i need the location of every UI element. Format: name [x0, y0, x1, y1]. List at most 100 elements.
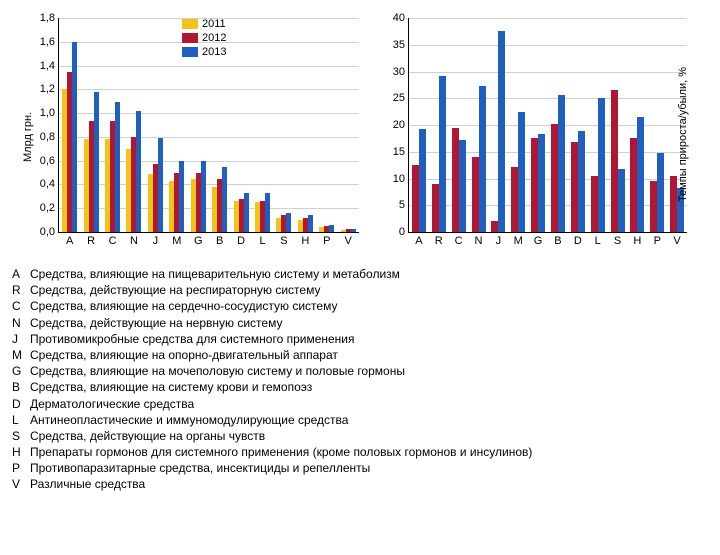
- legend-item: 2012: [182, 32, 226, 44]
- y-axis-title: Темпы прироста/убыли, %: [677, 67, 689, 202]
- description-row: NСредства, действующие на нервную систем…: [12, 315, 708, 331]
- x-tick-label: D: [574, 232, 582, 247]
- legend-swatch: [182, 47, 198, 57]
- x-tick-label: P: [654, 232, 661, 247]
- bar: [511, 167, 518, 232]
- bar: [244, 193, 249, 232]
- description-text: Различные средства: [30, 476, 145, 492]
- bar: [286, 213, 291, 232]
- category-group: R: [80, 92, 101, 232]
- category-group: M: [166, 161, 187, 232]
- category-group: N: [469, 86, 489, 232]
- x-tick-label: C: [109, 232, 117, 247]
- category-group: B: [209, 167, 230, 232]
- bar: [637, 117, 644, 232]
- description-row: SСредства, действующие на органы чувств: [12, 428, 708, 444]
- category-group: S: [273, 213, 294, 232]
- x-tick-label: J: [496, 232, 502, 247]
- bar: [222, 167, 227, 232]
- description-text: Противомикробные средства для системного…: [30, 331, 355, 347]
- description-code: C: [12, 298, 30, 314]
- bar: [265, 193, 270, 232]
- category-group: C: [102, 102, 123, 232]
- description-text: Антинеопластические и иммуномодулирующие…: [30, 412, 348, 428]
- y-tick-label: 0: [399, 226, 409, 238]
- y-axis-title: Млрд грн.: [22, 112, 34, 162]
- bar: [650, 181, 657, 232]
- x-tick-label: B: [216, 232, 223, 247]
- bar: [618, 169, 625, 232]
- description-code: L: [12, 412, 30, 428]
- x-tick-label: D: [237, 232, 245, 247]
- bar: [136, 111, 141, 232]
- x-tick-label: G: [534, 232, 543, 247]
- x-tick-label: M: [172, 232, 181, 247]
- legend-swatch: [182, 19, 198, 29]
- category-group: V: [337, 229, 358, 232]
- description-code: N: [12, 315, 30, 331]
- bar: [598, 98, 605, 232]
- description-text: Препараты гормонов для системного примен…: [30, 444, 532, 460]
- category-group: A: [59, 42, 80, 232]
- description-code: B: [12, 379, 30, 395]
- description-row: CСредства, влияющие на сердечно-сосудист…: [12, 298, 708, 314]
- description-text: Средства, влияющие на пищеварительную си…: [30, 266, 400, 282]
- charts-row: 0,00,20,40,60,81,01,21,41,61,8ARCNJMGBDL…: [12, 12, 708, 262]
- y-tick-label: 1,8: [40, 12, 59, 24]
- bar: [472, 157, 479, 232]
- bar: [558, 95, 565, 232]
- x-tick-label: H: [633, 232, 641, 247]
- y-tick-label: 0,6: [40, 155, 59, 167]
- legend-label: 2011: [202, 18, 226, 30]
- bar: [498, 31, 505, 232]
- description-code: M: [12, 347, 30, 363]
- x-tick-label: V: [673, 232, 680, 247]
- description-code: V: [12, 476, 30, 492]
- category-group: P: [647, 153, 667, 232]
- y-tick-label: 0,2: [40, 202, 59, 214]
- description-text: Средства, влияющие на опорно-двигательны…: [30, 347, 338, 363]
- bar: [531, 138, 538, 232]
- category-group: N: [123, 111, 144, 232]
- y-tick-label: 20: [393, 119, 409, 131]
- bar: [591, 176, 598, 232]
- x-tick-label: L: [259, 232, 265, 247]
- x-tick-label: G: [194, 232, 203, 247]
- description-text: Средства, влияющие на сердечно-сосудисту…: [30, 298, 337, 314]
- bar: [419, 129, 426, 232]
- y-tick-label: 40: [393, 12, 409, 24]
- bar: [179, 161, 184, 232]
- x-tick-label: C: [455, 232, 463, 247]
- x-tick-label: A: [66, 232, 73, 247]
- x-tick-label: S: [614, 232, 621, 247]
- category-group: B: [548, 95, 568, 232]
- left-chart: 0,00,20,40,60,81,01,21,41,61,8ARCNJMGBDL…: [12, 12, 372, 262]
- category-group: L: [252, 193, 273, 232]
- y-tick-label: 25: [393, 92, 409, 104]
- category-group: R: [429, 76, 449, 232]
- description-row: PПротивопаразитарные средства, инсектици…: [12, 460, 708, 476]
- x-tick-label: B: [554, 232, 561, 247]
- x-tick-label: S: [280, 232, 287, 247]
- y-tick-label: 1,6: [40, 36, 59, 48]
- description-row: LАнтинеопластические и иммуномодулирующи…: [12, 412, 708, 428]
- description-code: S: [12, 428, 30, 444]
- bar: [538, 134, 545, 232]
- description-row: AСредства, влияющие на пищеварительную с…: [12, 266, 708, 282]
- x-tick-label: V: [345, 232, 352, 247]
- category-descriptions: AСредства, влияющие на пищеварительную с…: [12, 266, 708, 493]
- description-row: BСредства, влияющие на систему крови и г…: [12, 379, 708, 395]
- legend-item: 2011: [182, 18, 226, 30]
- description-row: VРазличные средства: [12, 476, 708, 492]
- y-tick-label: 30: [393, 66, 409, 78]
- x-tick-label: A: [415, 232, 422, 247]
- bar: [412, 165, 419, 232]
- bar: [578, 131, 585, 232]
- legend-item: 2013: [182, 46, 226, 58]
- y-tick-label: 0,4: [40, 178, 59, 190]
- legend-label: 2012: [202, 32, 226, 44]
- category-group: J: [488, 31, 508, 232]
- legend-swatch: [182, 33, 198, 43]
- y-tick-label: 15: [393, 146, 409, 158]
- y-tick-label: 5: [399, 199, 409, 211]
